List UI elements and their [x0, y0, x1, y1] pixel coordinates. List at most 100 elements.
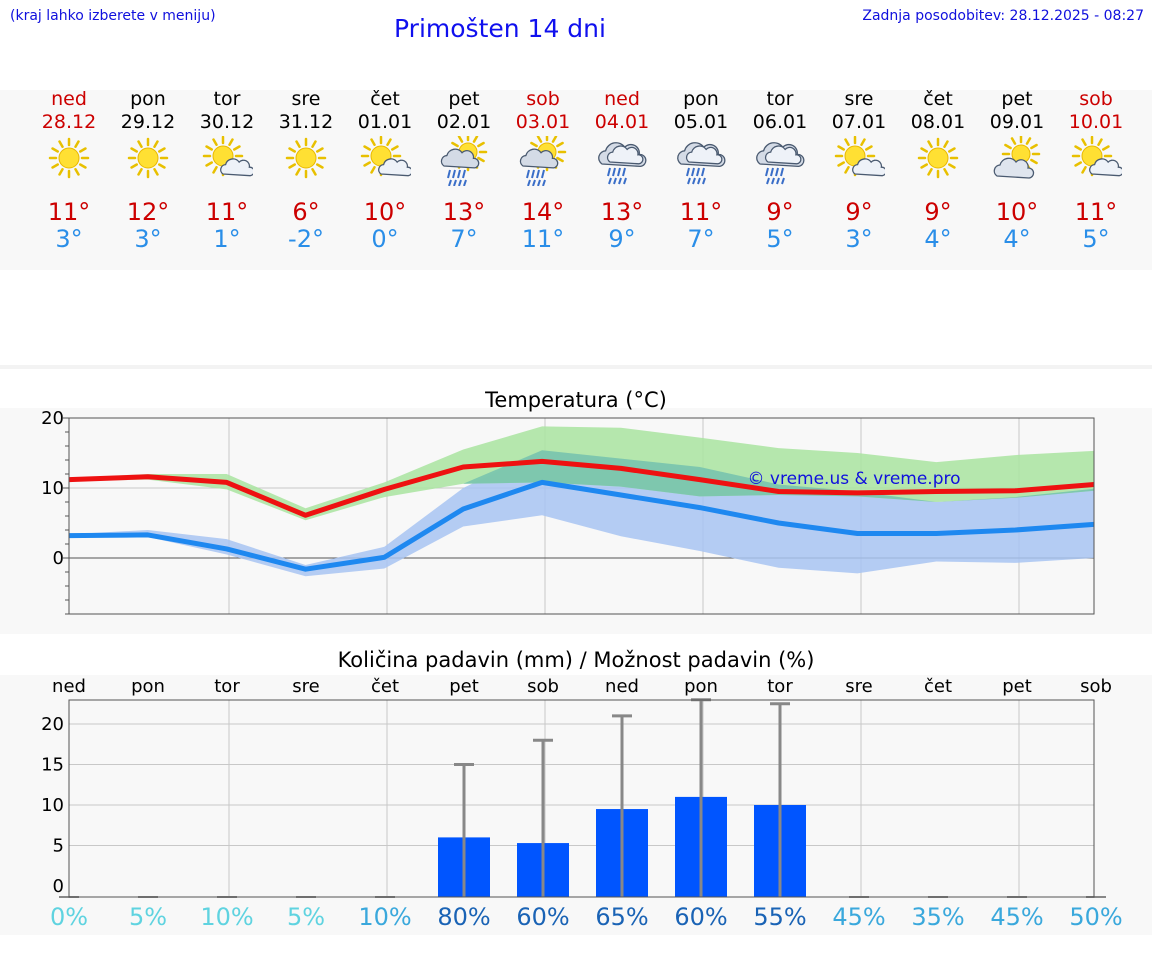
day-date: 09.01 [989, 111, 1045, 133]
rain-icon [756, 142, 805, 185]
temp-max: 9° [924, 198, 952, 226]
sun-cloud-icon [360, 136, 411, 177]
day-name: čet [370, 88, 400, 110]
temp-min: 3° [845, 225, 873, 253]
day-column: pet 02.01 13° 7° [424, 88, 504, 253]
day-date: 04.01 [594, 111, 650, 133]
day-name: ned [604, 88, 640, 110]
day-column: tor 30.12 11° 1° [187, 88, 267, 253]
rain-icon [598, 142, 647, 185]
temp-max: 13° [442, 198, 486, 226]
y-tick-label: 10 [41, 795, 64, 816]
temp-max: 11° [679, 198, 723, 226]
y-tick-label: 20 [41, 408, 64, 429]
day-date: 05.01 [673, 111, 729, 133]
temp-min: 3° [55, 225, 83, 253]
temp-min: 7° [450, 225, 478, 253]
day-column: sre 07.01 9° 3° [819, 88, 899, 253]
day-name: sob [1079, 88, 1113, 110]
precip-chance: 45% [990, 903, 1044, 931]
last-updated: Zadnja posodobitev: 28.12.2025 - 08:27 [862, 8, 1144, 24]
precip-day-label: sob [1080, 676, 1112, 697]
day-column: sre 31.12 6° -2° [266, 88, 346, 253]
y-tick-label: 0 [53, 548, 64, 569]
sun-rain-icon [519, 136, 567, 186]
precip-day-label: tor [767, 676, 793, 697]
temp-min: 4° [924, 225, 952, 253]
temp-min: 7° [687, 225, 715, 253]
cloud-sun-icon [993, 136, 1041, 179]
day-date: 02.01 [436, 111, 492, 133]
temp-max: 14° [521, 198, 565, 226]
day-name: tor [213, 88, 241, 110]
temp-max: 12° [126, 198, 170, 226]
precip-day-label: pon [684, 676, 718, 697]
sun-cloud-icon [834, 136, 885, 177]
day-date: 28.12 [41, 111, 97, 133]
temp-max: 9° [766, 198, 794, 226]
y-tick-label: 20 [41, 714, 64, 735]
day-date: 07.01 [831, 111, 887, 133]
forecast-strip-bg [0, 90, 1152, 270]
day-name: čet [923, 88, 953, 110]
temp-max: 11° [205, 198, 249, 226]
day-date: 03.01 [515, 111, 571, 133]
sun-icon [127, 137, 169, 179]
day-name: pet [1001, 88, 1033, 110]
temp-min: 4° [1003, 225, 1031, 253]
precip-chance: 60% [674, 903, 728, 931]
precip-day-label: sre [292, 676, 319, 697]
day-column: pon 05.01 11° 7° [661, 88, 741, 253]
temp-max: 11° [47, 198, 91, 226]
precip-chance: 0% [49, 903, 89, 931]
precip-chance: 5% [286, 903, 326, 931]
precip-chance: 10% [200, 903, 254, 931]
page-title: Primošten 14 dni [394, 14, 606, 43]
day-date: 08.01 [910, 111, 966, 133]
day-name: pon [130, 88, 166, 110]
precip-chart-title: Količina padavin (mm) / Možnost padavin … [337, 648, 815, 672]
rain-icon [677, 142, 726, 185]
temp-min: 5° [1082, 225, 1110, 253]
precip-day-label: pet [1002, 676, 1032, 697]
day-column: sob 10.01 11° 5° [1056, 88, 1136, 253]
day-name: tor [766, 88, 794, 110]
temp-max: 9° [845, 198, 873, 226]
min-temp-line [68, 479, 1095, 572]
temp-min: 0° [371, 225, 399, 253]
precip-day-label: ned [605, 676, 639, 697]
temp-min: 9° [608, 225, 636, 253]
temp-min: 1° [213, 225, 241, 253]
day-date: 31.12 [278, 111, 334, 133]
temperature-chart: 0 10 20 © vreme.us & vreme.pro [41, 408, 1095, 615]
day-name: pet [448, 88, 480, 110]
precip-day-label: pet [449, 676, 479, 697]
divider [0, 365, 1152, 369]
day-column: sob 03.01 14° 11° [503, 88, 583, 253]
precip-day-label: čet [924, 676, 952, 697]
sun-cloud-icon [1071, 136, 1122, 177]
precip-day-label: čet [371, 676, 399, 697]
y-tick-label: 10 [41, 478, 64, 499]
precip-day-label: sob [527, 676, 559, 697]
precip-chance: 10% [358, 903, 412, 931]
day-name: ned [51, 88, 87, 110]
day-date: 01.01 [357, 111, 413, 133]
temp-min: -2° [288, 225, 324, 253]
sun-cloud-icon [202, 136, 253, 177]
precip-day-label: pon [131, 676, 165, 697]
temp-min: 5° [766, 225, 794, 253]
day-name: sre [844, 88, 874, 110]
day-column: tor 06.01 9° 5° [740, 88, 820, 253]
day-date: 06.01 [752, 111, 808, 133]
precip-chance: 65% [595, 903, 649, 931]
precip-chance: 35% [911, 903, 965, 931]
precip-chance: 45% [832, 903, 886, 931]
day-date: 30.12 [199, 111, 255, 133]
precip-day-label: sre [845, 676, 872, 697]
precip-chance: 55% [753, 903, 807, 931]
sun-rain-icon [440, 136, 488, 186]
temp-max: 13° [600, 198, 644, 226]
precip-day-label: ned [52, 676, 86, 697]
precip-day-label: tor [214, 676, 240, 697]
